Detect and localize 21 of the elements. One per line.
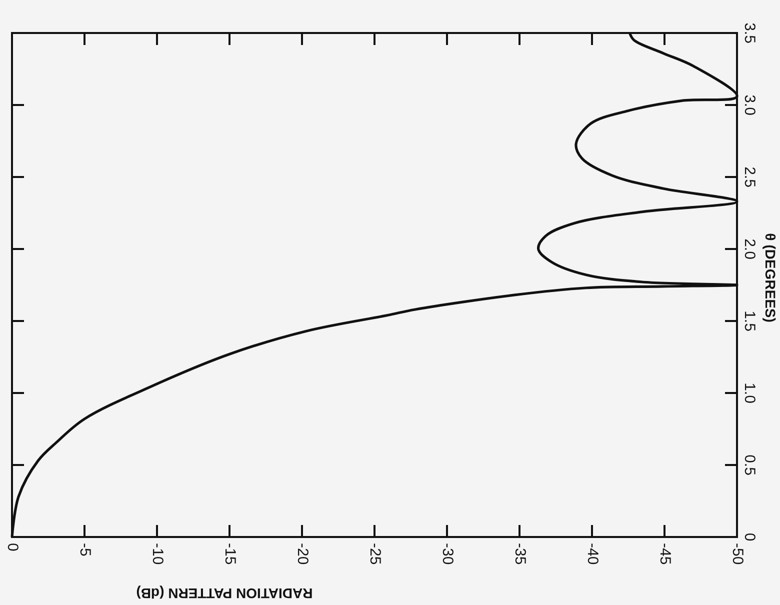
x-tick-label: -25 bbox=[366, 543, 384, 565]
x-tick-label: -40 bbox=[584, 543, 602, 565]
y-tick-label: 0 bbox=[741, 532, 758, 542]
x-tick-label: -15 bbox=[222, 543, 239, 565]
x-tick-label: -30 bbox=[439, 543, 456, 565]
y-tick-label: 1.0 bbox=[741, 382, 758, 404]
y-tick-label: 1.5 bbox=[741, 310, 758, 332]
x-tick-label: -20 bbox=[294, 543, 312, 565]
x-tick-label: -5 bbox=[76, 543, 94, 556]
y-tick-label: 3.0 bbox=[741, 94, 758, 116]
y-tick-label: 2.0 bbox=[741, 238, 758, 260]
x-tick-label: -45 bbox=[656, 543, 674, 565]
y-tick-label: 0.5 bbox=[741, 454, 758, 476]
x-tick-label: 0 bbox=[4, 543, 22, 552]
x-tick-label: -10 bbox=[149, 543, 166, 565]
x-tick-label: -50 bbox=[729, 543, 746, 565]
y-tick-label: 3.5 bbox=[741, 22, 758, 44]
y-axis-title: θ (DEGREES) bbox=[762, 233, 778, 322]
x-tick-label: -35 bbox=[512, 543, 529, 565]
x-axis-title: RADIATION PATTERN (dB) bbox=[136, 585, 313, 602]
y-tick-label: 2.5 bbox=[741, 166, 758, 188]
